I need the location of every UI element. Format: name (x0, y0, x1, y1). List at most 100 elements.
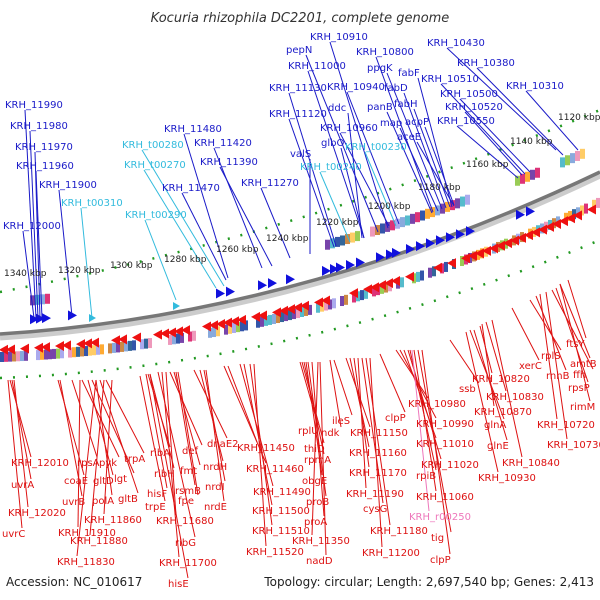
cds-color-box (96, 344, 100, 355)
reverse-gene-leader-line (485, 321, 507, 392)
reverse-gene-label: amtB (570, 359, 597, 370)
forward-gene-label: KRH_10910 (310, 32, 368, 43)
cds-color-box (140, 339, 144, 350)
cds-color-box (84, 346, 88, 357)
reverse-gene-arrow (384, 278, 393, 289)
reverse-gene-arrow (447, 258, 456, 269)
reverse-gene-arrow (524, 230, 533, 241)
reverse-gene-arrow (286, 304, 295, 315)
reverse-gene-leader-line (511, 307, 540, 361)
reverse-gene-leader-line (567, 279, 587, 339)
cds-color-box (264, 315, 268, 326)
forward-gene-arrow (376, 252, 385, 263)
reverse-gene-leader-line (91, 379, 135, 474)
cds-color-box (400, 217, 405, 228)
cds-color-box (280, 312, 284, 323)
reverse-gene-leader-line (249, 363, 273, 526)
reverse-gene-label: rpsA (77, 458, 100, 469)
forward-gene-leader-line (346, 91, 400, 225)
cds-color-box (570, 153, 575, 164)
trna-gene-label: KRH_t00270 (124, 160, 186, 171)
forward-gene-label: KRH_11900 (39, 180, 97, 191)
reverse-gene-arrow (258, 310, 267, 321)
reverse-gene-label: thiD (304, 444, 325, 455)
reverse-gene-leader-line (379, 353, 406, 413)
cds-color-box (370, 226, 375, 237)
cds-color-box (116, 342, 120, 353)
reverse-gene-leader-line (13, 379, 29, 508)
cds-color-box (460, 256, 464, 267)
reverse-gene-label: KRH_11180 (370, 526, 428, 537)
reverse-gene-label: ffh (573, 370, 586, 381)
rrna-gene-leader-line (411, 349, 430, 512)
forward-gene-label: KRH_10550 (437, 116, 495, 127)
reverse-gene-label: ndk (321, 428, 340, 439)
reverse-gene-arrow (538, 224, 547, 235)
reverse-gene-leader-line (243, 363, 273, 506)
cds-color-box (284, 311, 288, 322)
reverse-gene-arrow (566, 213, 575, 224)
cds-color-box (340, 235, 345, 246)
forward-gene-leader-line (24, 109, 37, 319)
trna-gene-leader-line (364, 151, 397, 227)
reverse-gene-label: KRH_11880 (70, 536, 128, 547)
forward-gene-label: glbO (321, 138, 344, 149)
forward-gene-arrow (68, 310, 77, 321)
reverse-gene-arrow (34, 342, 43, 353)
forward-gene-leader-line (35, 170, 43, 319)
forward-gene-label: fabD (384, 83, 408, 94)
reverse-gene-leader-line (413, 349, 437, 492)
reverse-gene-label: polA (92, 496, 114, 507)
cds-color-box (400, 277, 404, 288)
cds-color-box (380, 283, 384, 294)
cds-color-box (44, 349, 48, 360)
cds-color-box (525, 171, 530, 182)
reverse-gene-arrow (83, 338, 92, 349)
forward-gene-arrows (30, 206, 535, 325)
reverse-gene-label: KRH_10720 (537, 420, 595, 431)
reverse-gene-label: xerC (519, 361, 542, 372)
kbp-scale-labels: 1120 kbp 1140 kbp 1160 kbp 1180 kbp 1200 kbp… (4, 113, 600, 279)
cds-color-box (592, 199, 596, 210)
forward-gene-label: KRH_10800 (356, 47, 414, 58)
reverse-gene-label: rplS (541, 351, 561, 362)
forward-gene-leader-line (183, 133, 229, 279)
reverse-gene-label: glnA (484, 420, 506, 431)
reverse-gene-label: KRH_11910 (58, 528, 116, 539)
reverse-gene-arrow (132, 332, 141, 343)
reverse-gene-label: rplU (298, 426, 319, 437)
reverse-gene-arrow (237, 314, 246, 325)
cds-color-box (72, 347, 76, 358)
reverse-gene-leader-line (361, 357, 384, 504)
reverse-gene-label: hisE (168, 579, 189, 590)
cds-color-box (272, 313, 276, 324)
forward-gene-arrow (466, 226, 475, 237)
reverse-gene-leader-line (357, 357, 367, 489)
forward-gene-arrow (216, 288, 225, 299)
forward-gene-leader-line (307, 70, 365, 239)
cds-color-box (232, 322, 236, 333)
cds-color-box (132, 340, 136, 351)
forward-gene-leader-line (456, 125, 519, 179)
cds-color-box (268, 314, 272, 325)
cds-color-box (444, 261, 448, 272)
reverse-gene-arrow (0, 344, 8, 355)
forward-gene-label: KRH_11420 (194, 138, 252, 149)
reverse-gene-arrow (118, 334, 127, 345)
reverse-gene-label: hisF (147, 489, 167, 500)
forward-gene-label: map (380, 118, 402, 129)
cds-color-box (395, 218, 400, 229)
cds-color-box (580, 148, 585, 159)
cds-color-box (432, 266, 436, 277)
forward-gene-leader-line (34, 151, 41, 319)
reverse-gene-arrow (300, 300, 309, 311)
cds-color-box (128, 340, 132, 351)
reverse-gene-leader-line (169, 371, 203, 446)
reverse-gene-label: KRH_11510 (252, 526, 310, 537)
reverse-gene-label: ribA (150, 448, 170, 459)
reverse-gene-label: KRH_11520 (246, 547, 304, 558)
cds-color-box (216, 326, 220, 337)
cds-color-box (340, 296, 344, 307)
reverse-gene-label: KRH_11680 (156, 516, 214, 527)
forward-gene-label: aceE (397, 132, 421, 143)
